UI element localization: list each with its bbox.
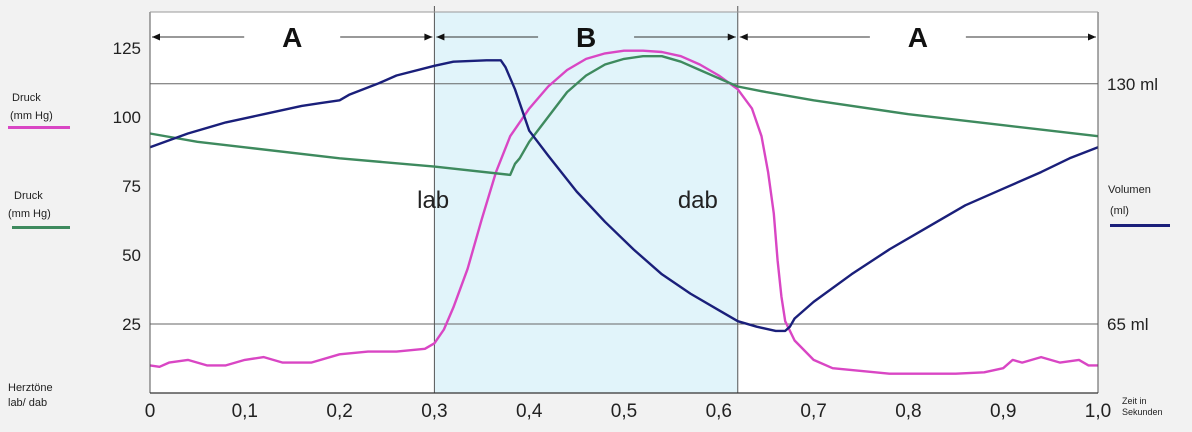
x-tick-9: 0,9 [990, 401, 1016, 422]
x-tick-6: 0,6 [706, 401, 732, 422]
legend-pink-line [8, 126, 70, 129]
phase-label-0: A [282, 22, 302, 53]
legend-pink-unit: (mm Hg) [10, 110, 53, 122]
legend-green-label: Druck [14, 190, 43, 202]
phase-label-1: B [576, 22, 596, 53]
pink-curve [149, 49, 1098, 375]
right-axis-label-0: 130 ml [1107, 75, 1158, 94]
phase-dividers [433, 6, 739, 393]
x-tick-10: 1,0 [1085, 401, 1111, 422]
y-tick-2: 75 [122, 177, 141, 196]
y-tick-0: 25 [122, 315, 141, 334]
x-tick-3: 0,3 [421, 401, 447, 422]
arrowhead-left-1 [436, 33, 445, 41]
arrowhead-right-1 [727, 33, 736, 41]
x-tick-7: 0,7 [800, 401, 826, 422]
legend-green-unit: (mm Hg) [8, 208, 51, 220]
axes [149, 11, 1099, 394]
legend-blue-line [1110, 224, 1170, 227]
y-tick-1: 50 [122, 246, 141, 265]
legend-blue-unit: (ml) [1110, 205, 1129, 217]
y-tick-3: 100 [113, 108, 141, 127]
reference-lines [150, 83, 1098, 325]
blue-curve [149, 59, 1099, 333]
curves [149, 49, 1099, 375]
x-tick-8: 0,8 [895, 401, 921, 422]
x-tick-5: 0,5 [611, 401, 637, 422]
x-axis-label-line2: Sekunden [1122, 407, 1163, 417]
legend-blue-label: Volumen [1108, 184, 1151, 196]
right-axis-label-1: 65 ml [1107, 315, 1149, 334]
x-tick-0: 0 [145, 401, 156, 422]
green-curve [149, 55, 1099, 177]
legend-green-line [12, 226, 70, 229]
x-tick-1: 0,1 [232, 401, 258, 422]
arrowhead-right-0 [424, 33, 433, 41]
annotation-lab: lab [417, 187, 449, 214]
legend-pink-label: Druck [12, 92, 41, 104]
phase-label-2: A [908, 22, 928, 53]
arrowhead-left-0 [152, 33, 160, 41]
y-tick-4: 125 [113, 39, 141, 58]
arrowhead-right-2 [1088, 33, 1096, 41]
arrowhead-left-2 [739, 33, 748, 41]
tick-labels: 0 0,1 0,2 0,3 0,4 0,5 0,6 0,7 0,8 0,9 1,0 25 50 75 100… [113, 39, 1163, 422]
legend-herz-sub: lab/ dab [8, 397, 48, 409]
x-tick-4: 0,4 [516, 401, 543, 422]
x-tick-2: 0,2 [326, 401, 352, 422]
legend-herz-label: Herztöne [8, 382, 53, 394]
annotations: lab dab [417, 187, 718, 214]
x-axis-label-line1: Zeit in [1122, 396, 1147, 406]
annotation-dab: dab [678, 187, 718, 214]
